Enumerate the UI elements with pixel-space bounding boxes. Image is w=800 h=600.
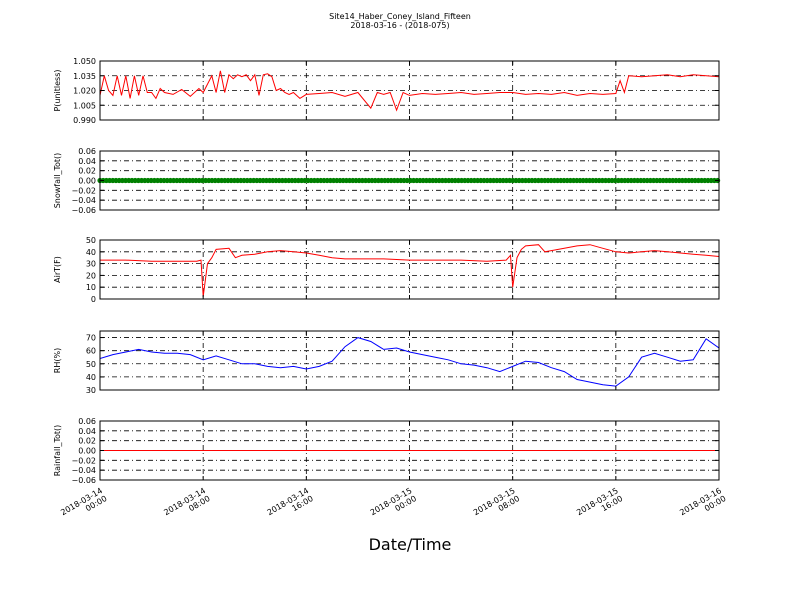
y-tick-label: 0.990 [73, 116, 96, 125]
chart-subtitle: 2018-03-16 - (2018-075) [350, 21, 449, 30]
y-tick-label: 50 [86, 360, 96, 369]
y-tick-label: 0 [91, 295, 96, 304]
y-axis-label: P(unitless) [53, 69, 62, 111]
y-axis-label: Rainfall_Tot() [53, 425, 62, 477]
y-tick-label: 40 [86, 248, 96, 257]
y-tick-label: 0.00 [78, 447, 96, 456]
y-tick-label: −0.02 [71, 186, 96, 195]
y-tick-label: 50 [86, 236, 96, 245]
y-tick-label: 10 [86, 283, 96, 292]
series-line [100, 244, 719, 297]
y-tick-label: 1.035 [73, 72, 96, 81]
y-tick-label: 0.02 [78, 167, 96, 176]
y-tick-label: −0.02 [71, 456, 96, 465]
subplots: 0.990 1.005 1.020 1.035 1.050 P(unitless) 0.06… [53, 57, 721, 485]
y-tick-label: 30 [86, 386, 96, 395]
y-axis-label: RH(%) [53, 348, 62, 373]
y-tick-label: −0.06 [71, 206, 96, 215]
y-tick-label: 0.04 [78, 427, 96, 436]
chart-title: Site14_Haber_Coney_Island_Fifteen [329, 12, 471, 21]
subplot-1: 0.990 1.005 1.020 1.035 1.050 P(unitless) [53, 57, 720, 125]
y-tick-label: 70 [86, 334, 96, 343]
subplot-2: 0.060.040.020.00−0.02−0.04−0.06 Snowfall_… [53, 147, 721, 215]
y-tick-label: −0.06 [71, 476, 96, 485]
y-tick-label: 1.005 [73, 101, 96, 110]
y-tick-label: 30 [86, 260, 96, 269]
x-axis-label: Date/Time [369, 535, 452, 554]
subplot-4: 30 40 50 60 70 RH(%) [53, 330, 720, 395]
y-tick-label: −0.04 [71, 196, 96, 205]
y-tick-label: 60 [86, 347, 96, 356]
y-tick-label: 0.00 [78, 177, 96, 186]
y-axis-label: Snowfall_Tot() [53, 153, 62, 209]
y-tick-label: 0.04 [78, 157, 96, 166]
series-markers [97, 177, 721, 184]
y-tick-label: 40 [86, 373, 96, 382]
y-tick-label: 0.06 [78, 147, 96, 156]
subplot-3: 0 10 20 30 40 50 AirT(F) [53, 236, 720, 304]
y-tick-label: 0.06 [78, 417, 96, 426]
y-tick-label: 1.050 [73, 57, 96, 66]
y-axis-label: AirT(F) [53, 256, 62, 283]
subplot-5: 0.060.040.020.00−0.02−0.04−0.06 Rainfall_… [53, 417, 720, 485]
series-line [100, 70, 719, 112]
y-tick-label: −0.04 [71, 466, 96, 475]
y-tick-label: 20 [86, 271, 96, 280]
y-tick-label: 1.020 [73, 87, 96, 96]
y-tick-label: 0.02 [78, 437, 96, 446]
